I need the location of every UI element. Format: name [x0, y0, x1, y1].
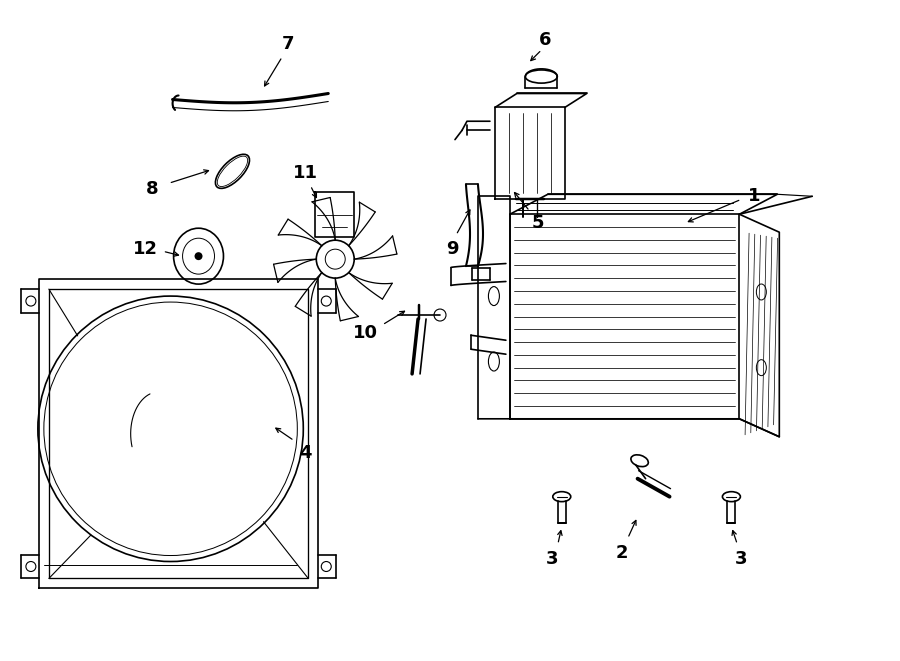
Text: 12: 12 — [133, 240, 158, 258]
Text: 2: 2 — [616, 543, 628, 562]
Text: 7: 7 — [282, 34, 294, 53]
Text: 6: 6 — [538, 30, 551, 49]
Ellipse shape — [723, 492, 741, 502]
Ellipse shape — [553, 492, 571, 502]
Ellipse shape — [215, 154, 249, 188]
Text: 3: 3 — [735, 549, 748, 568]
Circle shape — [434, 309, 446, 321]
Text: 5: 5 — [532, 214, 544, 232]
Text: 10: 10 — [353, 324, 378, 342]
Ellipse shape — [174, 228, 223, 284]
Text: 1: 1 — [748, 187, 760, 206]
Text: 11: 11 — [292, 165, 318, 182]
Text: 9: 9 — [446, 240, 458, 258]
Ellipse shape — [631, 455, 648, 467]
Text: 4: 4 — [299, 444, 311, 462]
Circle shape — [194, 252, 202, 260]
Text: 8: 8 — [147, 180, 159, 198]
Text: 3: 3 — [545, 549, 558, 568]
Circle shape — [316, 240, 355, 278]
